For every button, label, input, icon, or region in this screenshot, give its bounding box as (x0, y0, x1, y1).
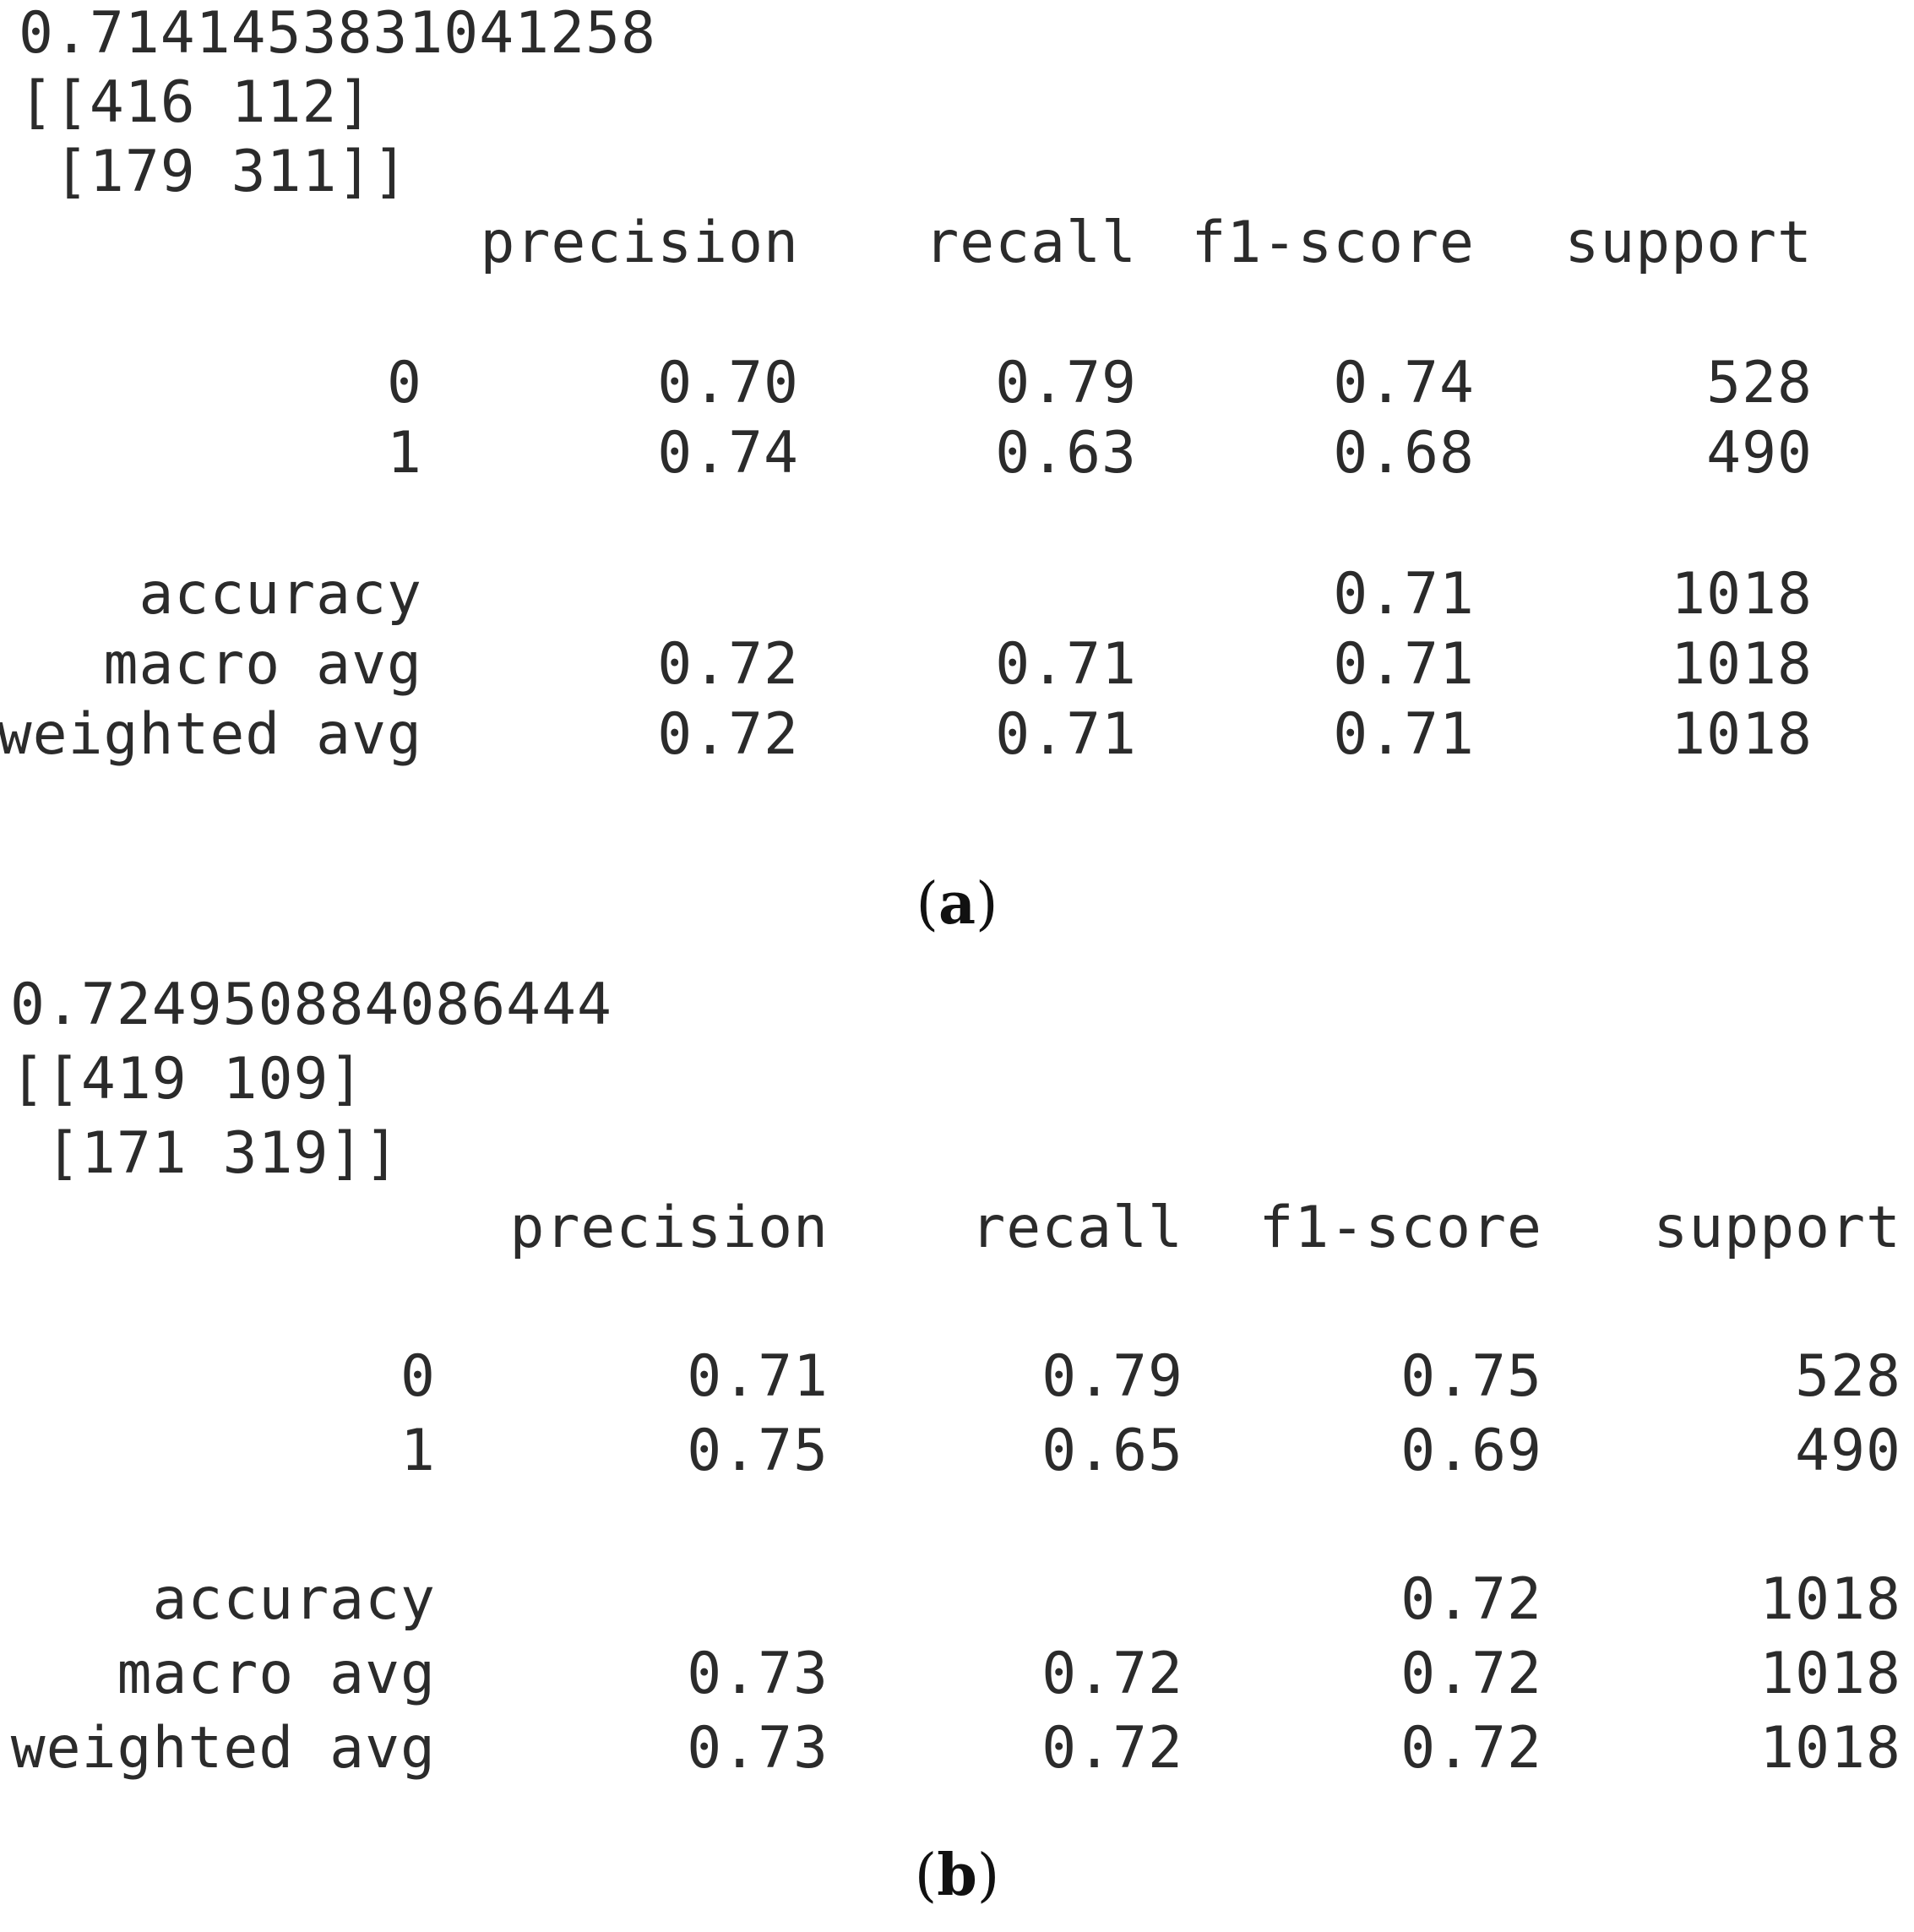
support-value: 1018 (1671, 561, 1813, 628)
row-label: 0 (387, 350, 422, 416)
recall-value: 0.71 (995, 701, 1137, 768)
table-row: weighted avg 0.72 0.71 0.71 1018 (0, 701, 1914, 769)
row-label: accuracy (139, 561, 422, 628)
table-row: macro avg 0.72 0.71 0.71 1018 (0, 631, 1914, 699)
support-value: 1018 (1759, 1641, 1901, 1707)
table-row: 0 0.71 0.79 0.75 528 (0, 1343, 1914, 1411)
confusion-matrix-row-1: [[416 112] (19, 69, 373, 136)
row-label: accuracy (152, 1566, 436, 1633)
table-row: macro avg 0.73 0.72 0.72 1018 (0, 1641, 1914, 1708)
table-row: accuracy 0.72 1018 (0, 1566, 1914, 1634)
header-recall: recall (971, 1195, 1183, 1261)
support-value: 1018 (1671, 631, 1813, 698)
recall-value: 0.79 (995, 350, 1137, 416)
recall-value: 0.63 (995, 420, 1137, 487)
precision-value: 0.74 (657, 420, 799, 487)
confusion-matrix-row-2: [179 311]] (19, 139, 409, 205)
f1-value: 0.71 (1333, 561, 1475, 628)
confusion-matrix-row-1: [[419 109] (10, 1046, 365, 1113)
row-label: macro avg (103, 631, 422, 698)
precision-value: 0.73 (687, 1715, 829, 1782)
f1-value: 0.69 (1400, 1418, 1542, 1484)
table-row: 1 0.75 0.65 0.69 490 (0, 1418, 1914, 1485)
row-label: 1 (400, 1418, 436, 1484)
header-f1-score: f1-score (1191, 210, 1475, 276)
precision-value: 0.72 (657, 701, 799, 768)
header-support: support (1653, 1195, 1901, 1261)
caption-b: (b) (914, 1842, 1000, 1909)
table-row: 0 0.70 0.79 0.74 528 (0, 350, 1914, 417)
row-label: weighted avg (0, 701, 422, 768)
recall-value: 0.71 (995, 631, 1137, 698)
row-label: weighted avg (10, 1715, 436, 1782)
recall-value: 0.65 (1041, 1418, 1183, 1484)
header-precision: precision (480, 210, 799, 276)
precision-value: 0.70 (657, 350, 799, 416)
support-value: 490 (1795, 1418, 1901, 1484)
table-row: 1 0.74 0.63 0.68 490 (0, 420, 1914, 487)
precision-value: 0.72 (657, 631, 799, 698)
table-row: weighted avg 0.73 0.72 0.72 1018 (0, 1715, 1914, 1782)
report-panel-b: 0.724950884086444 [[419 109] [171 319]] … (0, 971, 1914, 1932)
support-value: 1018 (1759, 1566, 1901, 1633)
report-header-row: precision recall f1-score support (0, 1195, 1914, 1262)
confusion-matrix-row-2: [171 319]] (10, 1120, 400, 1187)
report-header-row: precision recall f1-score support (0, 210, 1914, 277)
accuracy-score: 0.724950884086444 (10, 971, 612, 1038)
row-label: 0 (400, 1343, 436, 1410)
header-recall: recall (924, 210, 1137, 276)
support-value: 528 (1795, 1343, 1901, 1410)
f1-value: 0.71 (1333, 701, 1475, 768)
header-support: support (1564, 210, 1813, 276)
support-value: 1018 (1671, 701, 1813, 768)
support-value: 490 (1706, 420, 1813, 487)
support-value: 1018 (1759, 1715, 1901, 1782)
recall-value: 0.79 (1041, 1343, 1183, 1410)
row-label: macro avg (117, 1641, 436, 1707)
precision-value: 0.75 (687, 1418, 829, 1484)
f1-value: 0.74 (1333, 350, 1475, 416)
row-label: 1 (387, 420, 422, 487)
caption-a: (a) (916, 870, 998, 938)
precision-value: 0.73 (687, 1641, 829, 1707)
f1-value: 0.75 (1400, 1343, 1542, 1410)
precision-value: 0.71 (687, 1343, 829, 1410)
f1-value: 0.72 (1400, 1715, 1542, 1782)
f1-value: 0.71 (1333, 631, 1475, 698)
report-panel-a: 0.7141453831041258 [[416 112] [179 311]]… (0, 0, 1914, 938)
f1-value: 0.68 (1333, 420, 1475, 487)
f1-value: 0.72 (1400, 1641, 1542, 1707)
header-f1-score: f1-score (1259, 1195, 1542, 1261)
table-row: accuracy 0.71 1018 (0, 561, 1914, 629)
recall-value: 0.72 (1041, 1641, 1183, 1707)
support-value: 528 (1706, 350, 1813, 416)
f1-value: 0.72 (1400, 1566, 1542, 1633)
header-precision: precision (509, 1195, 829, 1261)
recall-value: 0.72 (1041, 1715, 1183, 1782)
accuracy-score: 0.7141453831041258 (19, 0, 656, 67)
